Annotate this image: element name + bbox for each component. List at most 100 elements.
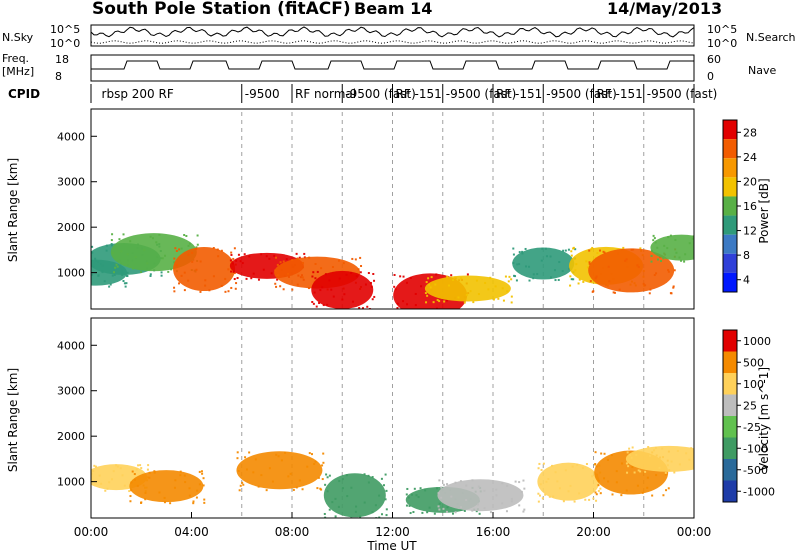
title-text: South Pole Station (fitACF) — [92, 0, 351, 19]
heatmap-speck — [91, 273, 93, 276]
heatmap-speck — [363, 501, 366, 504]
heatmap-speck — [438, 502, 441, 505]
heatmap-speck — [292, 488, 295, 491]
heatmap-speck — [417, 496, 420, 499]
heatmap-speck — [396, 302, 399, 305]
heatmap-speck — [487, 288, 490, 291]
heatmap-speck — [112, 470, 115, 473]
heatmap-speck — [378, 516, 381, 518]
heatmap-speck — [183, 289, 186, 292]
heatmap-speck — [143, 249, 146, 252]
heatmap-speck — [101, 264, 104, 267]
heatmap-speck — [633, 471, 636, 474]
heatmap-speck — [465, 499, 468, 502]
heatmap-speck — [680, 259, 683, 262]
heatmap-speck — [173, 286, 176, 289]
y-ticks: 1000 2000 3000 4000 1000 2000 3000 4000 — [57, 130, 97, 489]
heatmap-speck — [257, 278, 260, 281]
heatmap-speck — [298, 479, 301, 482]
heatmap-speck — [87, 268, 89, 270]
heatmap-speck — [187, 244, 190, 247]
heatmap-speck — [382, 484, 385, 487]
heatmap-speck — [537, 500, 540, 503]
heatmap-speck — [91, 251, 94, 254]
colorbar-frame — [722, 329, 738, 503]
heatmap-speck — [537, 467, 540, 470]
heatmap-speck — [650, 254, 653, 257]
heatmap-speck — [581, 466, 584, 469]
heatmap-speck — [585, 260, 588, 263]
heatmap-speck — [369, 281, 372, 284]
heatmap-speck — [248, 255, 251, 258]
heatmap-speck — [712, 240, 714, 242]
heatmap-speck — [429, 286, 432, 289]
heatmap-speck — [427, 277, 430, 280]
heatmap-speck — [460, 506, 463, 509]
heatmap-speck — [237, 253, 240, 256]
heatmap-speck — [483, 489, 486, 492]
heatmap-speck — [338, 480, 341, 483]
velocity-colorbar: 1000 500 100 25 -25 -100 -500 -1000 — [722, 329, 775, 503]
heatmap-speck — [393, 285, 396, 288]
heatmap-speck — [98, 474, 101, 477]
heatmap-speck — [373, 295, 376, 298]
heatmap-speck — [409, 512, 412, 515]
heatmap-speck — [698, 468, 700, 470]
heatmap-speck — [111, 244, 114, 247]
heatmap-speck — [420, 285, 423, 288]
heatmap-speck — [254, 458, 257, 461]
heatmap-speck — [523, 487, 526, 490]
heatmap-speck — [636, 484, 639, 487]
heatmap-speck — [378, 494, 381, 497]
heatmap-speck — [489, 276, 492, 279]
heatmap-speck — [688, 242, 691, 245]
heatmap-speck — [589, 280, 592, 283]
heatmap-speck — [295, 252, 298, 255]
heatmap-speck — [703, 258, 705, 260]
heatmap-speck — [654, 446, 657, 449]
heatmap-speck — [425, 281, 428, 284]
heatmap-speck — [341, 478, 344, 481]
heatmap-speck — [655, 272, 658, 275]
heatmap-speck — [318, 302, 321, 305]
heatmap-speck — [544, 493, 547, 496]
heatmap-speck — [381, 513, 384, 516]
heatmap-speck — [248, 451, 251, 454]
heatmap-speck — [452, 278, 455, 281]
heatmap-speck — [591, 246, 594, 249]
heatmap-speck — [477, 485, 480, 488]
heatmap-speck — [606, 458, 609, 461]
colorbar-segment — [723, 215, 737, 235]
noise-tick-left-top: 10^5 — [50, 23, 80, 36]
heatmap-speck — [303, 252, 306, 255]
heatmap-speck — [121, 474, 124, 477]
colorbar-segment — [723, 253, 737, 273]
colorbar-segment — [723, 416, 737, 438]
heatmap-speck — [712, 260, 714, 262]
colorbar-tick-label: -25 — [743, 421, 761, 434]
heatmap-speck — [518, 263, 521, 266]
heatmap-speck — [450, 495, 453, 498]
heatmap-speck — [558, 487, 561, 490]
heatmap-speck — [572, 278, 575, 281]
heatmap-speck — [541, 247, 544, 250]
heatmap-speck — [626, 451, 629, 454]
heatmap-speck — [187, 279, 190, 282]
heatmap-speck — [471, 509, 474, 512]
power-colorbar-label: Power [dB] — [757, 178, 771, 243]
heatmap-speck — [164, 254, 167, 257]
heatmap-speck — [570, 278, 573, 281]
heatmap-speck — [595, 275, 598, 278]
heatmap-speck — [148, 471, 151, 474]
heatmap-speck — [518, 481, 521, 484]
colorbar-tick-label: 16 — [743, 200, 757, 213]
heatmap-speck — [562, 249, 565, 252]
heatmap-speck — [321, 464, 324, 467]
heatmap-speck — [314, 262, 317, 265]
heatmap-speck — [696, 456, 698, 458]
heatmap-speck — [624, 259, 627, 262]
heatmap-speck — [548, 495, 551, 498]
x-axis-label: Time UT — [366, 539, 417, 553]
heatmap-speck — [631, 446, 634, 449]
heatmap-speck — [250, 277, 253, 280]
